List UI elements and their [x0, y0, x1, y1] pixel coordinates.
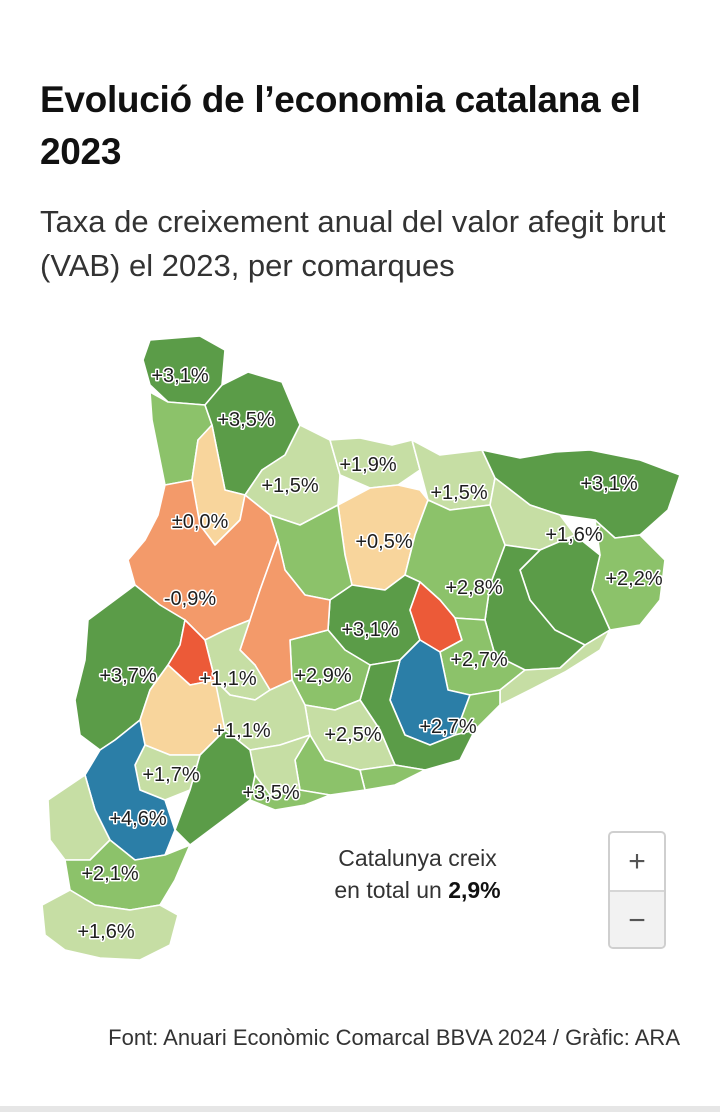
label-alt-urgell: +1,5% [261, 475, 318, 497]
source-credit: Font: Anuari Econòmic Comarcal BBVA 2024… [108, 1025, 680, 1050]
label-alt-penedes: +2,5% [324, 724, 381, 746]
region-baix-camp[interactable] [174, 729, 256, 846]
zoom-out-button[interactable]: − [610, 892, 664, 947]
chart-title: Evolució de l’economia catalana el 2023 [40, 79, 641, 172]
total-summary: Catalunya creix en total un 2,9% [300, 842, 535, 906]
zoom-in-button[interactable]: + [610, 833, 664, 892]
map-labels: +3,1% +3,5% +1,9% +1,5% +1,5% +3,1% ±0,0… [76, 364, 664, 945]
label-baix-camp: +3,5% [242, 782, 299, 804]
label-val-daran: +3,1% [151, 365, 208, 387]
region-montsia[interactable] [41, 889, 179, 961]
map-svg[interactable]: +3,1% +3,5% +1,9% +1,5% +1,5% +3,1% ±0,0… [0, 330, 720, 970]
label-conca-barbera: +1,1% [213, 720, 270, 742]
label-osona: +2,8% [445, 577, 502, 599]
label-baix-emporda: +2,2% [605, 568, 662, 590]
label-ribera-debre: +4,6% [109, 808, 166, 830]
total-line-2: en total un 2,9% [300, 874, 535, 906]
label-pla-durgell: +1,1% [199, 668, 256, 690]
label-bergueda: +0,5% [355, 531, 412, 553]
region-barcelones[interactable] [454, 689, 501, 736]
label-noguera: -0,9% [164, 588, 216, 610]
label-pallars-jussa: ±0,0% [172, 511, 229, 533]
chart-subtitle: Taxa de creixement anual del valor afegi… [40, 204, 666, 283]
total-prefix: en total un [334, 877, 442, 903]
label-pallars-sobira: +3,5% [217, 409, 274, 431]
zoom-control: + − [608, 831, 666, 949]
label-baix-ebre: +2,1% [81, 863, 138, 885]
region-tarragones[interactable] [249, 774, 331, 811]
label-cerdanya: +1,9% [339, 454, 396, 476]
total-value: 2,9% [448, 877, 501, 903]
catalonia-map[interactable]: +3,1% +3,5% +1,9% +1,5% +1,5% +3,1% ±0,0… [0, 330, 720, 970]
bottom-divider [0, 1106, 720, 1112]
label-alt-emporda: +3,1% [580, 473, 637, 495]
label-urgell: +2,9% [294, 665, 351, 687]
label-montsia: +1,6% [77, 921, 134, 943]
label-priorat: +1,7% [142, 764, 199, 786]
label-ripolles: +1,5% [430, 482, 487, 504]
label-valles-occidental: +2,7% [419, 716, 476, 738]
label-segria: +3,7% [99, 665, 156, 687]
label-bages: +3,1% [341, 619, 398, 641]
label-valles-oriental: +2,7% [450, 649, 507, 671]
region-garraf[interactable] [359, 764, 426, 791]
total-line-1: Catalunya creix [338, 845, 497, 871]
label-garrotxa: +1,6% [545, 524, 602, 546]
